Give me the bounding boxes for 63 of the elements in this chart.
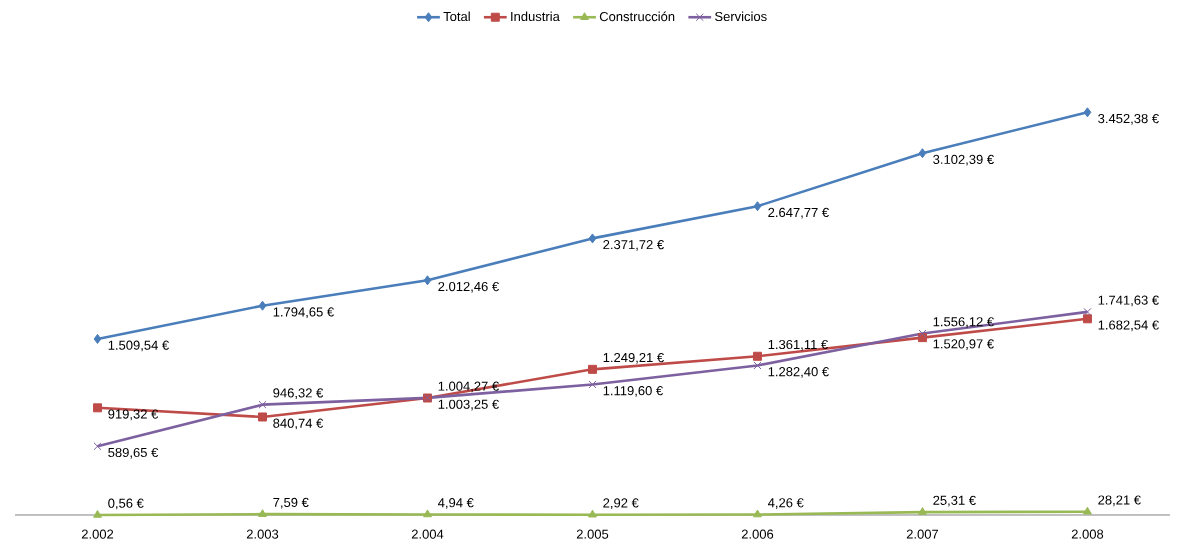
data-label: 1.682,54 €: [1098, 320, 1159, 332]
data-label: 2.012,46 €: [438, 281, 499, 293]
point: [753, 361, 762, 370]
data-label: 2,92 €: [603, 498, 639, 510]
data-label: 1.520,97 €: [933, 339, 994, 350]
x-tick-label: 2.004: [411, 529, 444, 539]
data-label: 3.452,38 €: [1098, 113, 1159, 125]
point: [587, 364, 597, 374]
point: [918, 507, 927, 515]
point: [258, 509, 267, 517]
point: [258, 412, 267, 422]
data-label: 2.647,77 €: [768, 207, 829, 219]
data-label: 1.003,25 €: [438, 399, 499, 411]
data-label: 7,59 €: [273, 497, 309, 509]
data-label: 1.249,21 €: [603, 352, 664, 364]
data-label: 1.509,54 €: [108, 340, 169, 352]
data-label: 1.741,63 €: [1098, 295, 1159, 307]
x-tick-label: 2.002: [81, 529, 114, 539]
point: [93, 509, 102, 518]
point: [752, 351, 762, 361]
point: [588, 509, 597, 518]
point: [753, 201, 762, 212]
x-tick-label: 2.006: [741, 529, 774, 539]
x-tick-label: 2.003: [246, 529, 279, 539]
data-label: 4,94 €: [437, 498, 474, 509]
point: [1083, 307, 1092, 316]
point: [588, 233, 597, 244]
data-label: 1.794,65 €: [273, 307, 334, 319]
point: [258, 400, 267, 409]
data-label: 4,26 €: [767, 498, 804, 509]
point: [258, 300, 267, 311]
point: [93, 442, 102, 451]
data-label: 919,32 €: [108, 409, 159, 421]
point: [1083, 107, 1092, 118]
legend-label: Construcción: [599, 11, 675, 22]
point: [1083, 506, 1092, 515]
point: [918, 329, 927, 338]
x-tick-label: 2.005: [576, 529, 609, 539]
data-label: 1.119,60 €: [603, 386, 663, 397]
data-label: 28,21 €: [1098, 495, 1141, 507]
data-label: 3.102,39 €: [933, 154, 994, 166]
point: [1082, 314, 1092, 324]
data-label: 2.371,72 €: [603, 240, 664, 251]
point: [588, 380, 597, 389]
data-label: 589,65 €: [108, 447, 159, 459]
data-label: 1.282,40 €: [768, 367, 829, 378]
point: [423, 509, 432, 518]
point: [917, 333, 927, 343]
x-tick-label: 2.007: [906, 529, 939, 539]
point: [93, 333, 102, 344]
data-label: 0,56 €: [108, 498, 144, 510]
point: [753, 509, 762, 518]
x-tick-label: 2.008: [1071, 529, 1104, 539]
point: [423, 275, 432, 286]
point: [93, 403, 103, 413]
data-label: 840,74 €: [273, 418, 324, 430]
data-label: 1.361,11 €: [768, 339, 828, 351]
point: [918, 148, 927, 159]
legend-label: Servicios: [715, 11, 767, 22]
legend-label: Industria: [511, 11, 560, 22]
data-label: 25,31 €: [933, 495, 976, 507]
legend-label: Total: [443, 11, 470, 22]
data-label: 946,32 €: [273, 388, 324, 400]
